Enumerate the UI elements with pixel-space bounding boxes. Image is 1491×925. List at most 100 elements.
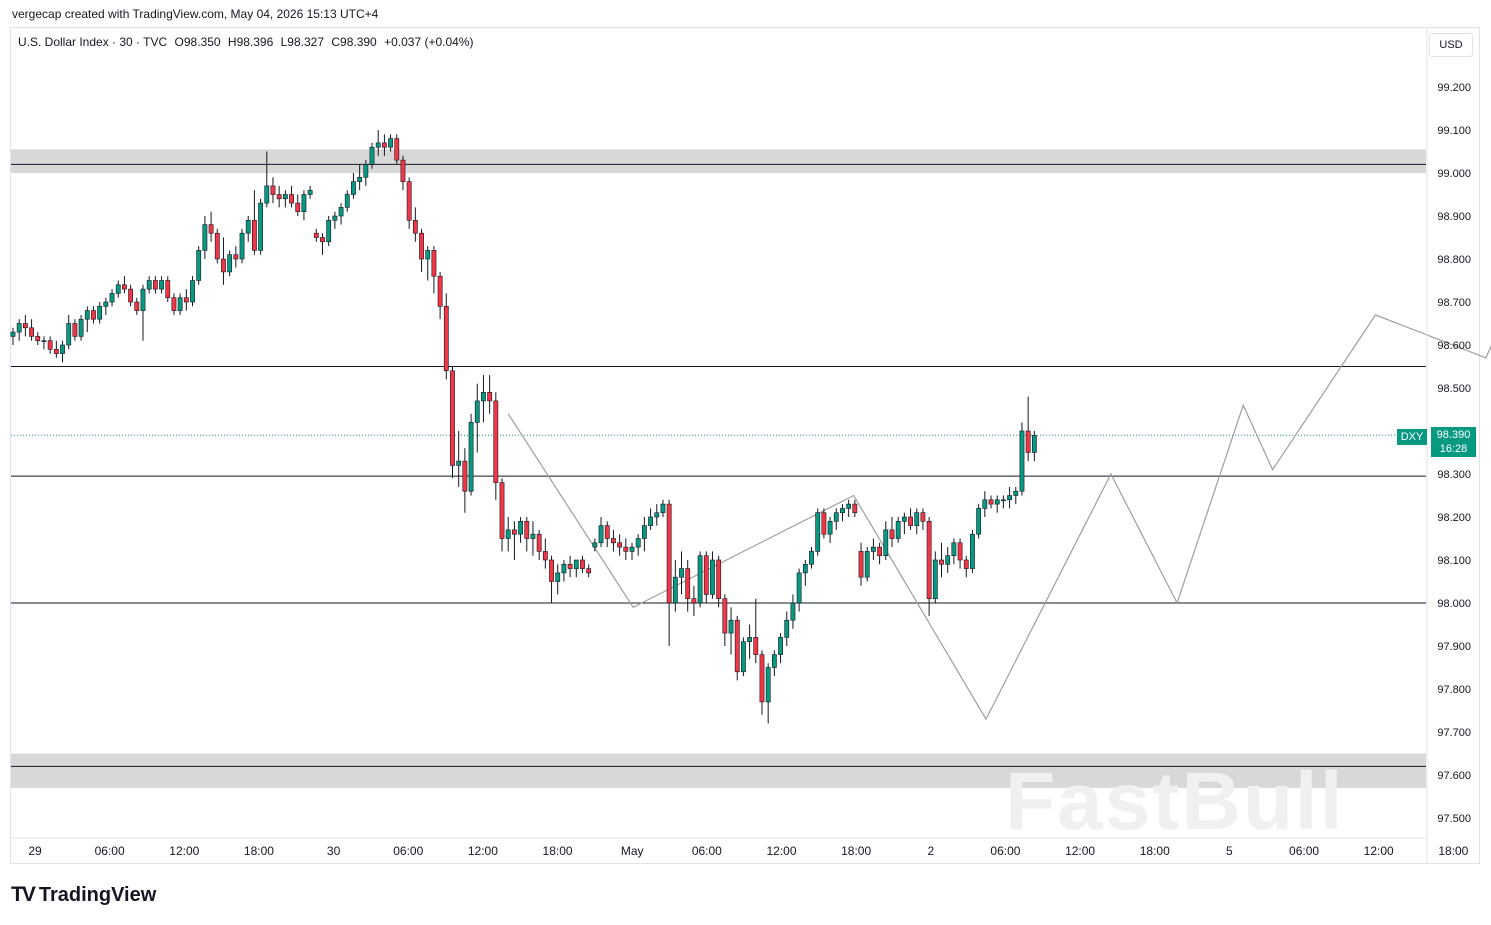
candle <box>487 375 493 414</box>
candle-body <box>796 572 802 604</box>
candle <box>183 289 189 311</box>
candle <box>493 392 499 500</box>
candle <box>635 534 641 556</box>
candle <box>666 499 672 646</box>
candle-body <box>920 512 926 522</box>
candle-body <box>827 520 833 535</box>
price-tick-label: 97.500 <box>1437 813 1471 825</box>
tradingview-logo[interactable]: TV TradingView <box>11 883 156 907</box>
candle <box>214 228 220 264</box>
candle <box>580 555 585 573</box>
candle-body <box>338 207 344 217</box>
candle-body <box>146 280 152 290</box>
projection-path <box>507 314 1491 721</box>
candle-body <box>425 250 431 260</box>
candle-body <box>536 533 542 552</box>
candle <box>815 508 821 556</box>
candle-body <box>431 250 437 277</box>
candle-body <box>481 391 486 402</box>
candle-body <box>994 499 1000 505</box>
candle-body <box>1025 430 1031 453</box>
candle <box>988 495 994 509</box>
candle <box>536 529 542 560</box>
candle-body <box>623 546 629 552</box>
candle-body <box>227 254 233 273</box>
candle <box>908 508 913 530</box>
candle <box>970 529 975 573</box>
candle-body <box>889 529 895 539</box>
candle <box>549 555 554 603</box>
candle <box>289 185 294 208</box>
candle-body <box>320 237 325 243</box>
candle <box>282 190 288 208</box>
candle-body <box>771 654 777 668</box>
time-tick-label: 5 <box>1226 844 1233 858</box>
candle-body <box>152 280 158 290</box>
candle-body <box>276 194 282 200</box>
candle-body <box>35 336 41 341</box>
candle <box>994 495 1000 513</box>
candle-body <box>252 220 257 251</box>
price-tick-label: 97.600 <box>1437 770 1471 782</box>
candle <box>481 375 486 423</box>
candle <box>542 538 548 569</box>
candle-body <box>710 559 715 595</box>
candle <box>877 542 882 565</box>
candle-body <box>468 422 474 492</box>
candle <box>790 594 796 629</box>
price-tick-label: 98.900 <box>1437 211 1471 223</box>
candle <box>400 155 406 191</box>
candle <box>97 302 103 324</box>
candle-body <box>592 542 598 548</box>
time-tick-label: 2 <box>927 844 934 858</box>
candle <box>437 271 443 320</box>
price-tick-label: 98.600 <box>1437 340 1471 352</box>
price-tick-label: 98.300 <box>1437 469 1471 481</box>
candle-body <box>982 499 988 509</box>
candle-body <box>165 280 171 299</box>
candle <box>72 319 78 341</box>
time-tick-label: 18:00 <box>1438 844 1468 858</box>
candle-body <box>351 181 356 195</box>
time-tick-label: 18:00 <box>543 844 573 858</box>
candle-body <box>412 220 418 234</box>
candle <box>728 607 734 655</box>
candle-body <box>1013 490 1019 496</box>
candle-body <box>72 323 78 337</box>
candle <box>320 233 325 255</box>
candle-body <box>555 572 561 582</box>
candle-body <box>926 520 932 599</box>
candle <box>505 517 511 552</box>
candle-body <box>833 512 839 522</box>
price-tick-label: 98.000 <box>1437 598 1471 610</box>
time-tick-label: 18:00 <box>244 844 274 858</box>
candle <box>29 319 34 341</box>
candle-body <box>239 232 245 260</box>
candle <box>555 564 561 595</box>
candle <box>190 276 195 307</box>
candle <box>270 177 276 204</box>
candle <box>474 383 480 453</box>
candle <box>852 499 858 517</box>
candle-body <box>400 159 406 182</box>
candle-body <box>456 460 462 466</box>
candle-body <box>945 555 951 565</box>
candle <box>796 568 802 612</box>
candle-body <box>295 202 301 213</box>
candle-body <box>840 508 845 513</box>
candle-body <box>363 164 369 178</box>
candle-body <box>511 529 517 535</box>
candle-body <box>648 516 653 526</box>
candle-body <box>542 551 548 561</box>
candle <box>827 517 833 543</box>
symbol-legend: U.S. Dollar Index · 30 · TVC O98.350 H98… <box>18 35 477 49</box>
candle <box>672 560 678 612</box>
candle-body <box>611 538 616 544</box>
candle-body <box>691 598 697 604</box>
candle <box>871 538 876 560</box>
legend-close: C98.390 <box>331 35 377 49</box>
candle <box>611 529 616 552</box>
candle <box>586 564 592 578</box>
currency-button[interactable]: USD <box>1429 33 1473 57</box>
